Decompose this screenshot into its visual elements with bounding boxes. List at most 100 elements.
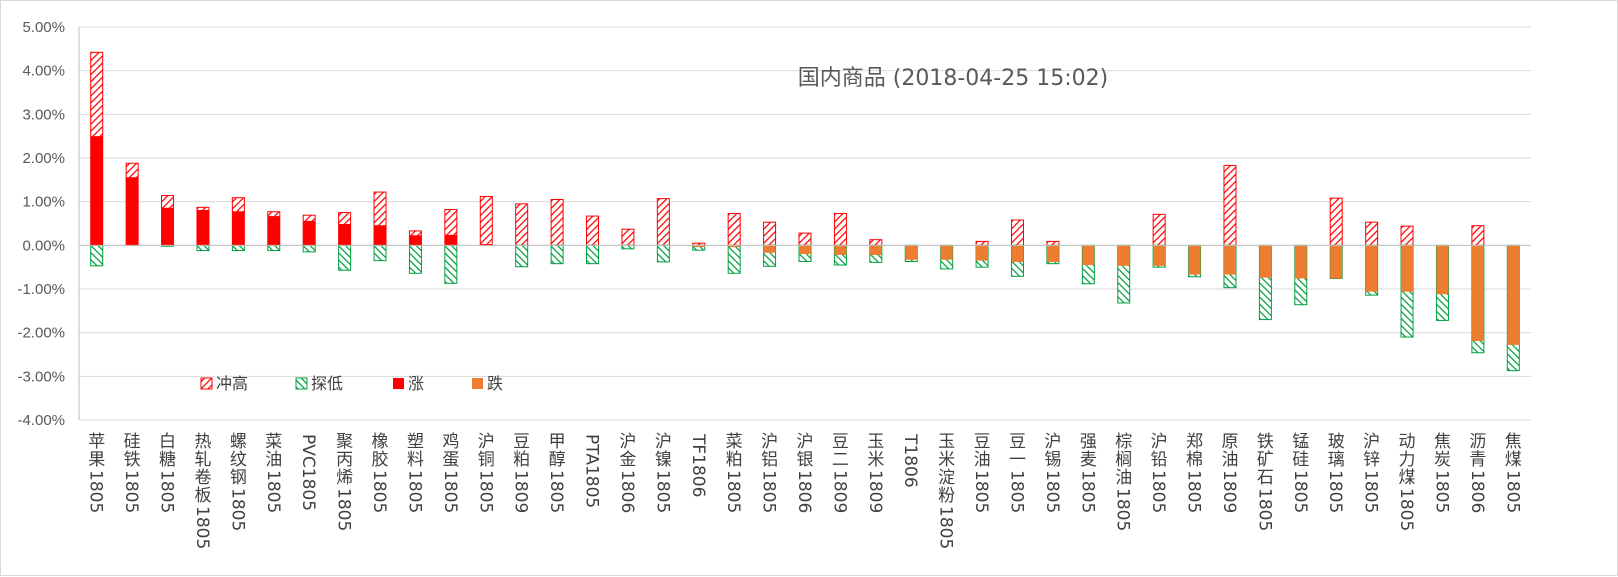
x-tick-label: 豆二 <box>832 432 849 470</box>
bar-chonggao <box>1471 225 1485 246</box>
bar-die <box>1259 245 1272 278</box>
x-tick-label-code: 1809 <box>865 470 885 513</box>
y-tick-label: -3.00% <box>17 368 65 385</box>
bar-chonggao <box>869 239 883 246</box>
bar-tandi <box>586 244 600 265</box>
bar-die <box>1082 245 1095 265</box>
x-tick-label-code: 1805 <box>121 470 141 513</box>
bar-die <box>1153 245 1166 266</box>
x-tick-label-code: 1805 <box>1006 470 1026 513</box>
bar-die <box>834 245 847 255</box>
x-tick-label: 热轧卷板 <box>194 432 211 506</box>
x-tick-label-code: 1805 <box>971 470 991 513</box>
bar-chonggao <box>833 212 847 246</box>
bar-zhang <box>338 223 351 246</box>
x-tick-label: 棕榈油 <box>1115 432 1132 488</box>
bar-tandi <box>408 244 422 274</box>
x-tick-label: 原油 <box>1221 432 1238 470</box>
x-tick-label: 焦炭 <box>1434 432 1451 470</box>
bar-chonggao <box>1046 240 1060 246</box>
bar-die <box>1401 245 1414 292</box>
x-tick-label-code: 1805 <box>546 470 566 513</box>
y-tick-label: 2.00% <box>22 150 65 167</box>
bar-die <box>869 245 882 255</box>
x-tick-label: 苹果 <box>88 432 105 470</box>
bar-tandi <box>373 244 387 262</box>
x-tick-label: 焦煤 <box>1505 432 1522 470</box>
x-tick-label-code: 1805 <box>1325 470 1345 513</box>
bar-chonggao <box>1152 213 1166 246</box>
x-tick-label: 聚丙烯 <box>336 432 353 488</box>
x-tick-label-code: PTA1805 <box>582 434 602 508</box>
bar-zhang <box>126 177 139 246</box>
x-tick-label-code: 1805 <box>334 488 354 531</box>
x-tick-label-code: 1805 <box>1361 470 1381 513</box>
x-tick-label-code: 1809 <box>829 470 849 513</box>
x-tick-label: 菜油 <box>265 432 282 470</box>
x-tick-label: 沪铝 <box>761 432 778 470</box>
legend-label-die: 跌 <box>487 374 503 393</box>
bar-tandi <box>656 244 670 263</box>
x-tick-label: 硅铁 <box>124 432 141 470</box>
x-tick-label-code: 1805 <box>86 470 106 513</box>
bar-zhang <box>303 220 316 246</box>
bar-die <box>1294 245 1307 279</box>
legend-swatch-chonggao <box>200 377 213 390</box>
x-tick-label-code: 1805 <box>1148 470 1168 513</box>
bar-zhang <box>196 209 209 246</box>
x-tick-label: 螺纹钢 <box>230 432 247 488</box>
legend-label-zhang: 涨 <box>408 374 424 393</box>
bar-chonggao <box>550 198 564 246</box>
bars <box>79 51 1531 372</box>
bar-chonggao <box>1223 164 1237 246</box>
y-tick-label: 3.00% <box>22 106 65 123</box>
bar-chonggao <box>515 203 529 246</box>
x-tick-label-code: 1805 <box>1290 470 1310 513</box>
bar-tandi <box>727 244 741 274</box>
x-tick-label-code: 1805 <box>652 470 672 513</box>
x-tick-label: 菜粕 <box>726 432 743 470</box>
x-tick-label: 沪铜 <box>478 432 495 470</box>
y-tick-label: 5.00% <box>22 19 65 36</box>
x-tick-label: 玉米淀粉 <box>938 432 955 506</box>
x-tick-label-code: 1805 <box>723 470 743 513</box>
y-tick-label: -4.00% <box>17 412 65 429</box>
bar-tandi <box>90 244 104 267</box>
x-tick-label-code: 1805 <box>1502 470 1522 513</box>
bar-die <box>905 245 918 260</box>
x-tick-label-code: 1809 <box>1219 470 1239 513</box>
x-tick-label: 沪锌 <box>1363 432 1380 470</box>
x-tick-label: 强麦 <box>1080 432 1097 470</box>
x-tick-label-code: 1805 <box>936 506 956 549</box>
x-tick-label-code: 1805 <box>1431 470 1451 513</box>
x-tick-label-code: 1805 <box>440 470 460 513</box>
y-tick-label: 0.00% <box>22 237 65 254</box>
bar-chonggao <box>975 240 989 246</box>
bar-chonggao <box>621 228 635 246</box>
bar-zhang <box>444 234 457 246</box>
x-tick-label: 玉米 <box>867 432 884 470</box>
x-tick-label-code: 1805 <box>1077 470 1097 513</box>
x-tick-label-code: 1805 <box>192 506 212 549</box>
bar-chonggao <box>727 212 741 246</box>
bar-tandi <box>267 244 281 252</box>
y-tick-label: -2.00% <box>17 325 65 342</box>
x-tick-label: 动力煤 <box>1399 432 1416 488</box>
bar-chonggao <box>763 221 777 246</box>
x-tick-label-code: 1805 <box>1042 470 1062 513</box>
bar-zhang <box>409 235 422 246</box>
y-tick-label: 4.00% <box>22 63 65 80</box>
x-tick-label-code: 1805 <box>1113 488 1133 531</box>
x-tick-label-code: 1805 <box>404 470 424 513</box>
x-tick-label-code: 1806 <box>1467 470 1487 513</box>
x-tick-label: 沪金 <box>619 432 636 470</box>
legend-label-tandi: 探低 <box>311 374 343 393</box>
x-tick-label: 甲醇 <box>549 432 566 470</box>
bar-die <box>976 245 989 261</box>
x-tick-label-code: 1805 <box>369 470 389 513</box>
legend-swatch-die <box>472 378 483 389</box>
bar-die <box>1011 245 1024 262</box>
